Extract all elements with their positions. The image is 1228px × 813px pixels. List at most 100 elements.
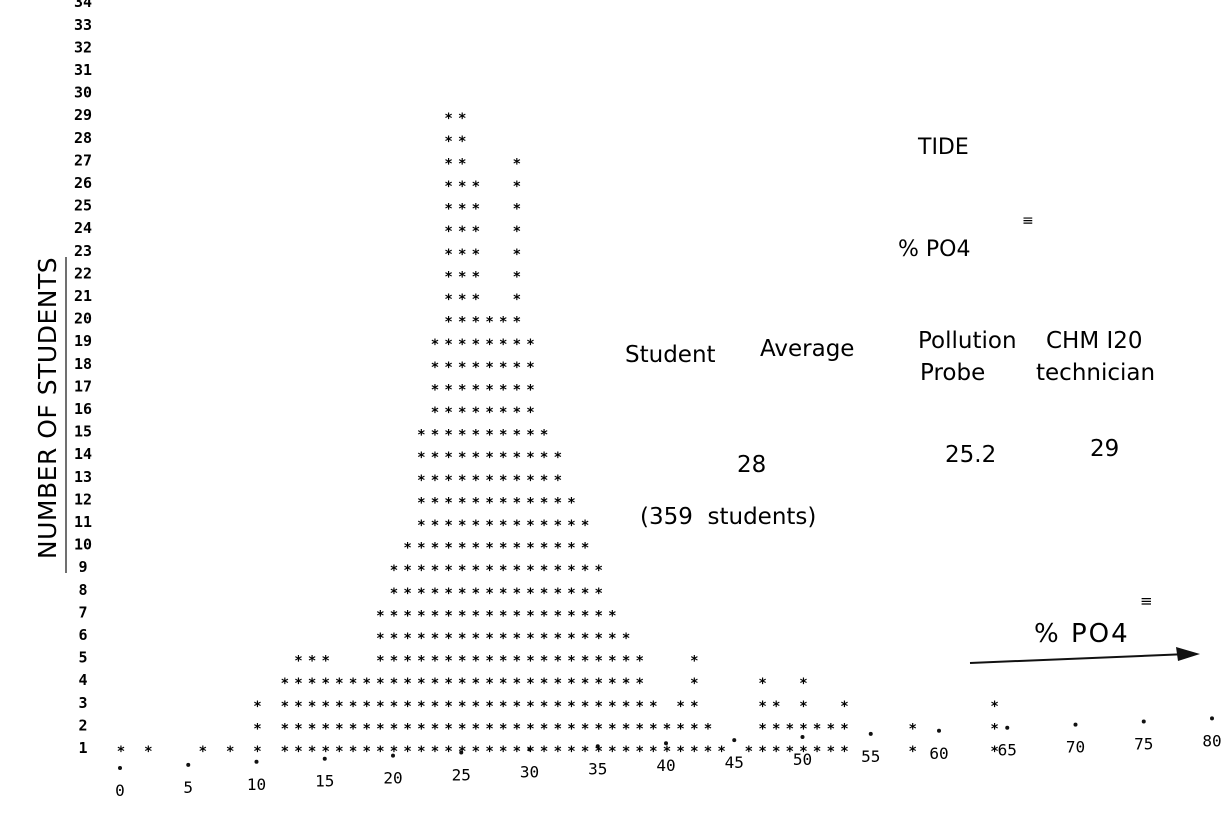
data-asterisk: * [431, 563, 439, 579]
data-asterisk: * [540, 699, 548, 715]
data-asterisk: * [513, 563, 521, 579]
x-tick-mark [1141, 719, 1146, 724]
data-asterisk: * [526, 450, 534, 466]
data-asterisk: * [758, 699, 766, 715]
data-asterisk: * [390, 563, 398, 579]
y-tick-label: 18 [74, 355, 92, 373]
data-asterisk: * [717, 744, 725, 760]
x-tick-mark [595, 744, 600, 749]
data-asterisk: * [335, 676, 343, 692]
data-asterisk: * [362, 676, 370, 692]
data-asterisk: * [403, 744, 411, 760]
data-asterisk: * [403, 654, 411, 670]
data-asterisk: * [431, 405, 439, 421]
data-asterisk: * [499, 315, 507, 331]
data-asterisk: * [390, 699, 398, 715]
data-asterisk: * [458, 360, 466, 376]
data-asterisk: * [458, 134, 466, 150]
data-asterisk: * [513, 428, 521, 444]
y-tick-label: 2 [78, 716, 87, 734]
data-asterisk: * [376, 744, 384, 760]
data-asterisk: * [472, 428, 480, 444]
data-asterisk: * [554, 721, 562, 737]
data-asterisk: * [376, 654, 384, 670]
data-asterisk: * [431, 473, 439, 489]
data-asterisk: * [526, 337, 534, 353]
data-asterisk: * [622, 699, 630, 715]
data-asterisk: * [567, 586, 575, 602]
data-asterisk: * [513, 518, 521, 534]
data-asterisk: * [595, 563, 603, 579]
data-asterisk: * [431, 744, 439, 760]
data-asterisk: * [472, 337, 480, 353]
data-asterisk: * [472, 179, 480, 195]
data-asterisk: * [444, 495, 452, 511]
data-asterisk: * [649, 744, 657, 760]
data-asterisk: * [390, 676, 398, 692]
data-asterisk: * [308, 744, 316, 760]
y-tick-label: 1 [78, 739, 87, 757]
data-asterisk: * [622, 744, 630, 760]
y-tick-label: 4 [78, 671, 87, 689]
data-asterisk: * [622, 676, 630, 692]
data-asterisk: * [745, 744, 753, 760]
data-asterisk: * [499, 405, 507, 421]
data-asterisk: * [472, 269, 480, 285]
data-asterisk: * [526, 405, 534, 421]
data-asterisk: * [608, 721, 616, 737]
data-asterisk: * [526, 518, 534, 534]
y-tick-label: 12 [74, 490, 92, 508]
data-asterisk: * [676, 699, 684, 715]
data-asterisk: * [362, 744, 370, 760]
data-asterisk: * [649, 721, 657, 737]
data-asterisk: * [526, 428, 534, 444]
data-asterisk: * [581, 676, 589, 692]
data-asterisk: * [322, 744, 330, 760]
data-asterisk: * [472, 292, 480, 308]
data-asterisk: * [431, 586, 439, 602]
y-tick-label: 27 [74, 151, 92, 169]
x-tick-mark [391, 753, 395, 758]
data-asterisk: * [458, 337, 466, 353]
data-asterisk: * [417, 518, 425, 534]
data-asterisk: * [472, 563, 480, 579]
data-asterisk: * [444, 382, 452, 398]
data-asterisk: * [608, 744, 616, 760]
x-tick-label: 30 [520, 762, 539, 781]
data-asterisk: * [554, 699, 562, 715]
data-asterisk: * [622, 631, 630, 647]
data-asterisk: * [308, 676, 316, 692]
data-asterisk: * [513, 292, 521, 308]
data-asterisk: * [567, 541, 575, 557]
average-label: Average [760, 336, 854, 362]
y-tick-label: 34 [74, 0, 92, 11]
data-asterisk: * [608, 654, 616, 670]
data-asterisk: * [499, 676, 507, 692]
data-asterisk: * [444, 269, 452, 285]
data-asterisk: * [444, 563, 452, 579]
data-asterisk: * [499, 360, 507, 376]
data-asterisk: * [499, 473, 507, 489]
data-asterisk: * [840, 744, 848, 760]
data-asterisk: * [758, 721, 766, 737]
data-asterisk: * [540, 721, 548, 737]
data-asterisk: * [458, 156, 466, 172]
data-asterisk: * [567, 676, 575, 692]
data-asterisk: * [390, 654, 398, 670]
y-tick-label: 14 [74, 445, 92, 463]
data-asterisk: * [294, 699, 302, 715]
data-asterisk: * [595, 744, 603, 760]
data-asterisk: * [308, 699, 316, 715]
data-asterisk: * [554, 518, 562, 534]
data-asterisk: * [417, 495, 425, 511]
data-asterisk: * [417, 676, 425, 692]
data-asterisk: * [554, 495, 562, 511]
x-tick-label: 5 [183, 778, 193, 797]
data-asterisk: * [308, 654, 316, 670]
y-tick-label: 29 [74, 106, 92, 124]
data-asterisk: * [513, 631, 521, 647]
data-asterisk: * [458, 631, 466, 647]
y-axis-ticks: 1234567891011121314151617181920212223242… [74, 0, 92, 757]
data-asterisk: * [635, 721, 643, 737]
data-asterisk: * [581, 563, 589, 579]
